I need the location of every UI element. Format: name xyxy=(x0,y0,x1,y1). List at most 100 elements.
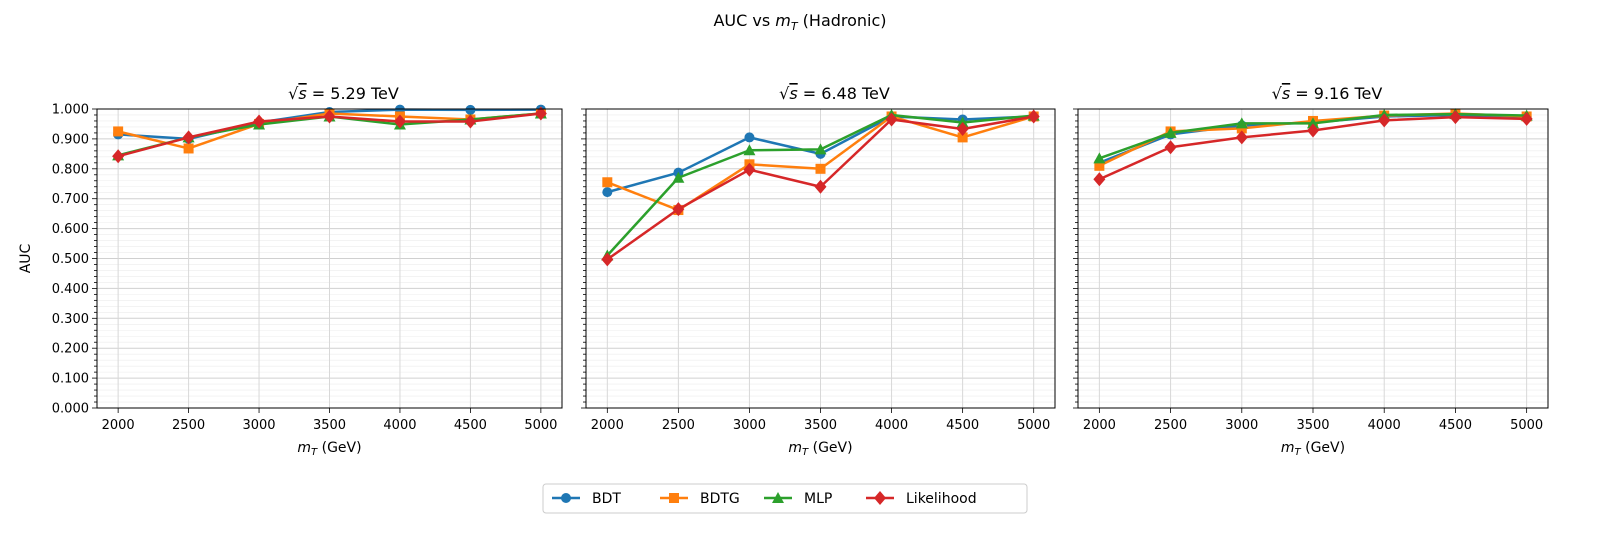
data-point xyxy=(1235,130,1248,145)
x-tick-label: 2500 xyxy=(172,418,205,433)
x-tick-label: 4000 xyxy=(1368,418,1401,433)
data-point xyxy=(957,132,968,143)
y-tick-label: 0.100 xyxy=(52,372,89,387)
data-point xyxy=(182,130,195,145)
panel-title: √s = 6.48 TeV xyxy=(779,84,890,103)
legend-label: BDT xyxy=(592,491,621,507)
legend-marker xyxy=(874,491,886,505)
y-tick-label: 0.300 xyxy=(52,312,89,327)
data-point xyxy=(814,179,827,194)
legend-label: MLP xyxy=(804,491,832,507)
data-point xyxy=(112,149,125,164)
data-point xyxy=(672,171,685,183)
panel-title: √s = 5.29 TeV xyxy=(288,84,399,103)
y-tick-label: 0.900 xyxy=(52,132,89,147)
data-point xyxy=(956,116,969,128)
panel-title: √s = 9.16 TeV xyxy=(1272,84,1383,103)
series-likelihood xyxy=(601,109,1040,267)
data-point xyxy=(1520,111,1533,126)
series-likelihood xyxy=(112,106,547,164)
x-tick-label: 2000 xyxy=(1083,418,1116,433)
data-point xyxy=(815,163,826,174)
legend: BDT BDTG MLP Likelihood xyxy=(542,483,1028,514)
legend-marker xyxy=(772,492,784,503)
suptitle: AUC vs mT (Hadronic) xyxy=(713,11,886,33)
x-tick-label: 4500 xyxy=(946,418,979,433)
y-tick-label: 0.500 xyxy=(52,252,89,267)
x-tick-label: 3000 xyxy=(242,418,275,433)
x-tick-label: 3000 xyxy=(733,418,766,433)
legend-item-bdt: BDT xyxy=(552,491,621,507)
data-point xyxy=(1449,110,1462,125)
x-tick-label: 3500 xyxy=(804,418,837,433)
y-axis-label: AUC xyxy=(18,243,34,273)
x-tick-label: 2000 xyxy=(591,418,624,433)
panel-2: 2000 2500 3000 3500 4000 4500 5000 √s = 6.48 Te… xyxy=(581,84,1056,458)
axes-frame xyxy=(96,108,563,409)
panel-1: 2000 2500 3000 3500 4000 4500 5000 0.000 0.100 0.… xyxy=(18,84,563,458)
legend-marker xyxy=(669,493,679,503)
x-tick-label: 5000 xyxy=(1017,418,1050,433)
y-tick-label: 1.000 xyxy=(52,103,89,118)
series-likelihood xyxy=(1093,110,1533,187)
y-tick-label: 0.600 xyxy=(52,222,89,237)
x-tick-label: 4500 xyxy=(454,418,487,433)
x-tick-label: 5000 xyxy=(1510,418,1543,433)
x-tick-label: 3000 xyxy=(1225,418,1258,433)
x-tick-label: 2500 xyxy=(662,418,695,433)
legend-item-bdtg: BDTG xyxy=(660,491,740,507)
data-point xyxy=(1236,123,1247,134)
y-tick-label: 0.400 xyxy=(52,282,89,297)
data-point xyxy=(534,106,547,121)
x-tick-label: 4500 xyxy=(1439,418,1472,433)
x-tick-label: 3500 xyxy=(313,418,346,433)
x-tick-label: 2000 xyxy=(102,418,135,433)
x-axis-label: mT (GeV) xyxy=(788,440,852,458)
data-point xyxy=(743,144,756,156)
x-tick-label: 4000 xyxy=(383,418,416,433)
data-point xyxy=(183,143,194,154)
data-point xyxy=(113,126,124,137)
legend-label: BDTG xyxy=(700,491,740,507)
data-point xyxy=(885,112,898,127)
data-point xyxy=(323,109,336,124)
data-point xyxy=(814,143,827,155)
x-tick-label: 2500 xyxy=(1154,418,1187,433)
data-point xyxy=(956,122,969,137)
data-point xyxy=(1094,160,1105,171)
legend-marker xyxy=(561,493,571,503)
data-point xyxy=(601,252,614,267)
x-axis-label: mT (GeV) xyxy=(297,440,361,458)
data-point xyxy=(253,114,266,129)
data-point xyxy=(602,187,613,198)
x-tick-label: 5000 xyxy=(524,418,557,433)
legend-item-likelihood: Likelihood xyxy=(866,491,977,507)
y-tick-label: 0.200 xyxy=(52,342,89,357)
data-point xyxy=(1027,109,1040,124)
data-point xyxy=(465,104,476,115)
data-point xyxy=(1378,113,1391,128)
data-point xyxy=(672,202,685,217)
axes-frame xyxy=(1077,108,1549,409)
y-tick-label: 0.700 xyxy=(52,192,89,207)
data-point xyxy=(1307,117,1319,129)
data-point xyxy=(1235,117,1248,129)
axes-frame xyxy=(585,108,1056,409)
y-tick-label: 0.000 xyxy=(52,402,89,417)
data-point xyxy=(1164,126,1177,138)
data-point xyxy=(464,114,477,129)
y-tick-label: 0.800 xyxy=(52,162,89,177)
x-tick-label: 3500 xyxy=(1296,418,1329,433)
legend-label: Likelihood xyxy=(906,491,977,507)
x-axis-label: mT (GeV) xyxy=(1281,440,1345,458)
data-point xyxy=(393,114,406,129)
data-point xyxy=(1164,140,1177,155)
data-point xyxy=(1093,152,1106,164)
data-point xyxy=(1307,123,1319,138)
data-point xyxy=(743,162,756,177)
data-point xyxy=(744,132,755,143)
data-point xyxy=(1093,172,1106,187)
panel-3: 2000 2500 3000 3500 4000 4500 5000 √s = 9.16 Te… xyxy=(1073,84,1549,458)
